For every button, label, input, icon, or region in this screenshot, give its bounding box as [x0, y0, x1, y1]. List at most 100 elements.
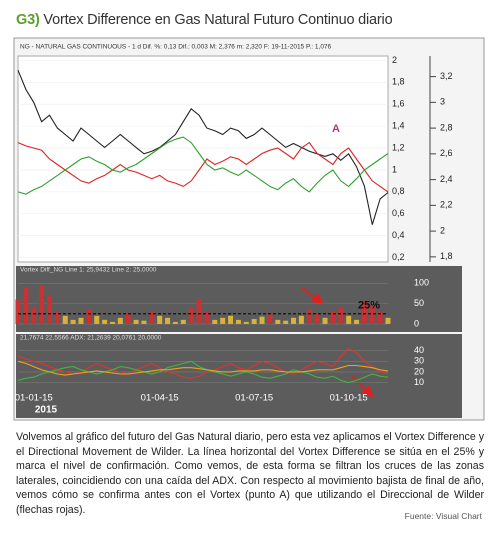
bar [180, 319, 186, 324]
bar [220, 317, 226, 324]
bar [94, 315, 100, 324]
arrow-head [359, 385, 374, 398]
series-line [17, 360, 389, 376]
bar [385, 317, 391, 324]
bar [377, 311, 383, 324]
bar [267, 313, 273, 324]
bar [54, 311, 60, 324]
panel-header: NG - NATURAL GAS CONTINUOUS - 1 d Dif. %… [20, 44, 332, 51]
bar [109, 321, 115, 324]
bar [275, 319, 281, 324]
series-line [17, 141, 389, 193]
y-tick-label: 1 [392, 164, 397, 174]
y-tick-label: 100 [414, 278, 429, 288]
bar [157, 315, 163, 324]
bar [243, 321, 249, 324]
source: Fuente: Visual Chart [404, 511, 482, 521]
bar [133, 319, 139, 324]
y-tick-label: 40 [414, 345, 424, 355]
bar [125, 313, 131, 324]
bar [235, 319, 241, 324]
y-tick-label: 0,4 [392, 230, 405, 240]
y-tick-label: 0,2 [392, 252, 405, 262]
y-tick-label: 20 [414, 366, 424, 376]
y2-tick-label: 2,8 [440, 122, 453, 132]
y-tick-label: 1,2 [392, 142, 405, 152]
y-tick-label: 2 [392, 55, 397, 65]
bar [298, 315, 304, 324]
bar [346, 315, 352, 324]
bar [306, 309, 312, 324]
bar [117, 317, 123, 324]
arrows [301, 287, 374, 398]
y-tick-label: 0,6 [392, 208, 405, 218]
bar [212, 319, 218, 324]
bar [251, 319, 257, 324]
bar [78, 317, 84, 324]
bar [369, 305, 375, 324]
bar [228, 315, 234, 324]
bar [338, 307, 344, 324]
y-tick-label: 50 [414, 298, 424, 308]
y-tick-label: 0,8 [392, 186, 405, 196]
y-tick-label: 10 [414, 377, 424, 387]
figure-title: G3) Vortex Difference en Gas Natural Fut… [16, 12, 393, 28]
bar [86, 309, 92, 324]
panel-header: Vortex Diff_NG Line 1: 25,9432 Line 2: 2… [20, 267, 157, 274]
y-tick-label: 30 [414, 356, 424, 366]
y2-tick-label: 2,2 [440, 200, 453, 210]
series-line [17, 360, 389, 384]
adx-panel [16, 334, 462, 418]
bar [330, 311, 336, 324]
bar [188, 307, 194, 324]
bar [172, 321, 178, 324]
x-tick-label: 01-07-15 [235, 393, 273, 404]
threshold-label: 25% [358, 300, 380, 312]
point-label: A [332, 123, 340, 135]
bar [291, 317, 297, 324]
y2-tick-label: 2 [440, 225, 445, 235]
y2-tick-label: 1,8 [440, 251, 453, 261]
x-tick-label: 01-04-15 [141, 393, 179, 404]
bar [283, 320, 289, 324]
series-line [17, 347, 389, 379]
arrow-head [309, 293, 324, 305]
bar [149, 311, 155, 324]
y-tick-label: 1,6 [392, 99, 405, 109]
y-tick-label: 0 [414, 318, 419, 328]
bar [15, 299, 21, 324]
bar [322, 317, 328, 324]
bar [23, 287, 29, 324]
bar [39, 285, 45, 324]
chart: NG - NATURAL GAS CONTINUOUS - 1 d Dif. %… [13, 37, 485, 421]
x-tick-label: 01-01-15 [15, 393, 53, 404]
series-line [17, 69, 389, 225]
title-text: Vortex Difference en Gas Natural Futuro … [43, 12, 393, 28]
bar [259, 316, 265, 324]
y2-tick-label: 3,2 [440, 71, 453, 81]
panel-header: 21,7674 22,5566 ADX: 21,2639 20,0761 20,… [20, 335, 162, 342]
bar [31, 307, 37, 324]
bar [196, 299, 202, 324]
y2-tick-label: 2,4 [440, 174, 453, 184]
bar [62, 315, 68, 324]
caption: Volvemos al gráfico del futuro del Gas N… [16, 431, 484, 516]
y-tick-label: 1,4 [392, 121, 405, 131]
bar [204, 311, 210, 324]
y2-tick-label: 3 [440, 97, 445, 107]
y-tick-label: 1,8 [392, 77, 405, 87]
bar [102, 319, 108, 324]
bar [361, 301, 367, 324]
x-tick-label: 01-10-15 [330, 393, 368, 404]
bar [141, 320, 147, 324]
figure-label: G3) [16, 12, 40, 28]
bar [354, 319, 360, 324]
year-label: 2015 [35, 405, 58, 416]
series-line [17, 136, 389, 195]
y2-tick-label: 2,6 [440, 148, 453, 158]
bar [70, 319, 76, 324]
bar [314, 313, 320, 324]
bar [46, 295, 52, 324]
bar [165, 317, 171, 324]
